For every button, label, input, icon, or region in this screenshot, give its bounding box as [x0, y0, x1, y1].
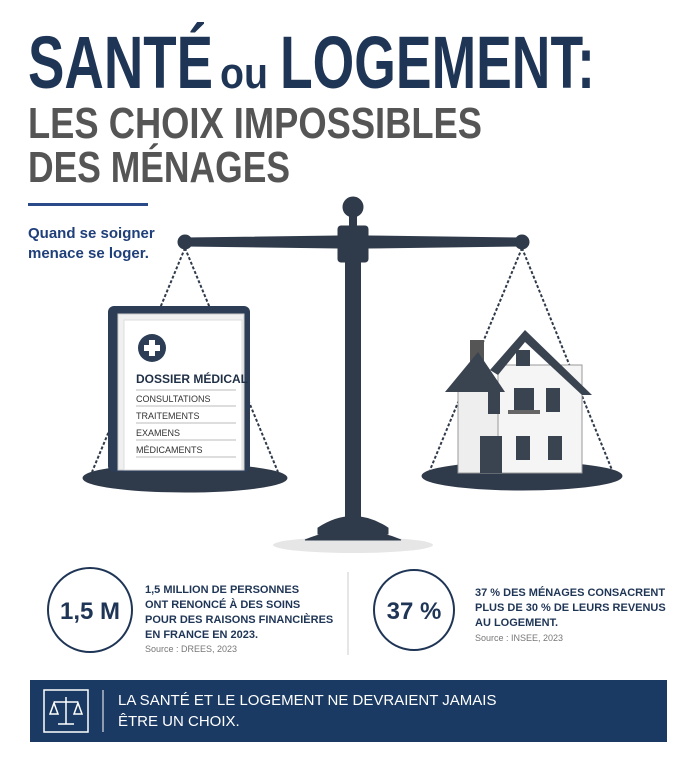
- stat-circle: [373, 569, 455, 651]
- banner-text: LA SANTÉ ET LE LOGEMENT NE DEVRAIENT JAM…: [118, 692, 496, 709]
- medical-folder: [108, 306, 250, 472]
- house: [445, 330, 592, 474]
- folder-lines: [136, 389, 236, 458]
- tagline: Quand se soigner: [28, 225, 155, 242]
- banner-text: ÊTRE UN CHOIX.: [118, 713, 240, 730]
- subtitle: LES CHOIX IMPOSSIBLES: [28, 99, 482, 148]
- stat-text: ONT RENONCÉ À DES SOINS: [145, 598, 300, 611]
- folder-item: MÉDICAMENTS: [136, 445, 203, 455]
- stat-text: AU LOGEMENT.: [475, 617, 558, 629]
- title-connector: ou: [220, 49, 268, 98]
- stat-text: POUR DES RAISONS FINANCIÈRES: [145, 613, 333, 626]
- stat-text: EN FRANCE EN 2023.: [145, 629, 258, 641]
- folder-item: CONSULTATIONS: [136, 394, 211, 404]
- tagline: menace se loger.: [28, 245, 149, 262]
- folder-title: DOSSIER MÉDICAL: [136, 371, 248, 386]
- stat-text: 1,5 MILLION DE PERSONNES: [145, 584, 299, 596]
- folder-item: TRAITEMENTS: [136, 411, 200, 421]
- stat-circle: [47, 567, 133, 653]
- stat-text: 37 % DES MÉNAGES CONSACRENT: [475, 586, 665, 599]
- banner-icon-box: [43, 689, 89, 733]
- stat-source: Source : DREES, 2023: [145, 644, 237, 654]
- folder-item: EXAMENS: [136, 428, 180, 438]
- stat-source: Source : INSEE, 2023: [475, 633, 563, 643]
- stat-text: PLUS DE 30 % DE LEURS REVENUS: [475, 602, 666, 614]
- title-word: LOGEMENT:: [280, 21, 595, 104]
- banner: [30, 680, 667, 742]
- title-word: SANTÉ: [28, 21, 213, 104]
- stat-figure: 1,5 M: [60, 598, 120, 625]
- stat-figure: 37 %: [387, 598, 442, 625]
- scale: [82, 196, 623, 553]
- divider: [28, 203, 148, 206]
- subtitle: DES MÉNAGES: [28, 142, 290, 192]
- banner-icon: [48, 697, 84, 725]
